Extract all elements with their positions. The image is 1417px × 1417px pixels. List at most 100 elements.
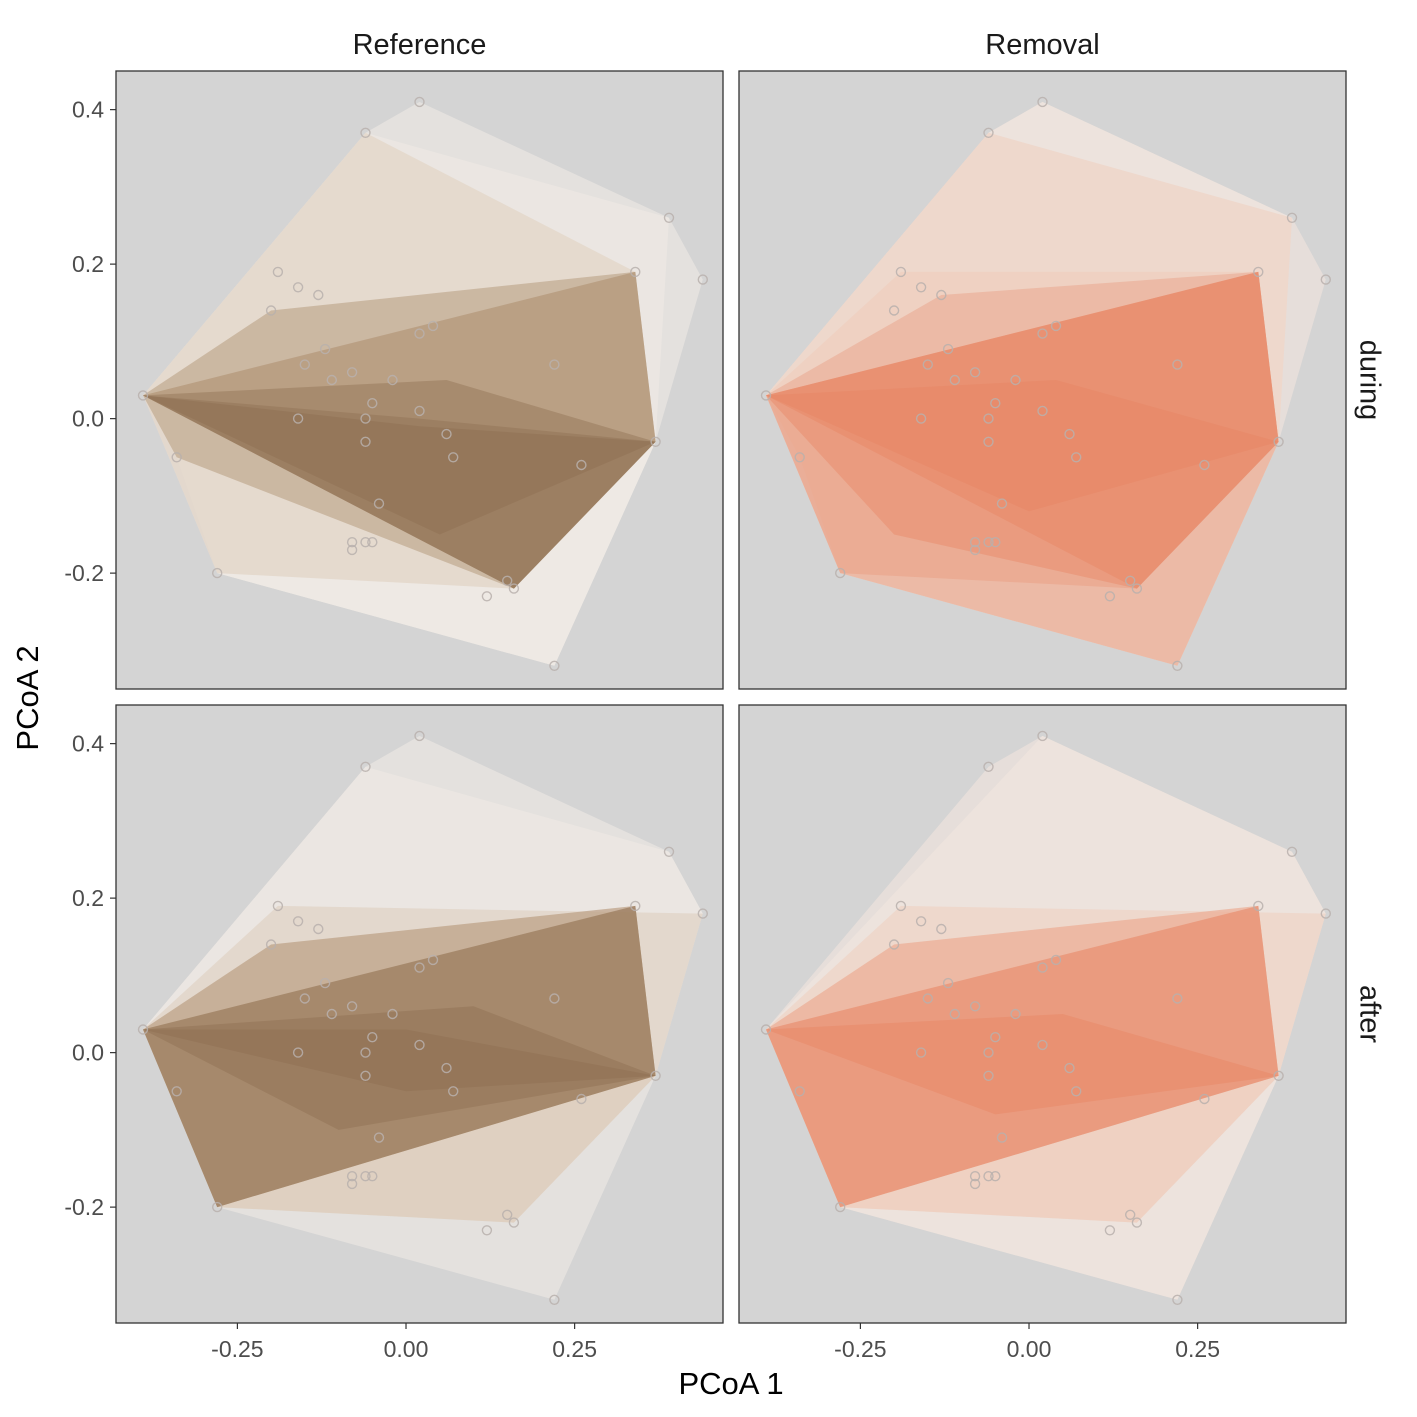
data-point [1320, 274, 1332, 285]
data-point [367, 537, 378, 548]
panel-border [738, 704, 1347, 1324]
data-point [1070, 1086, 1082, 1097]
data-point [360, 436, 371, 447]
data-point [697, 908, 708, 919]
data-point [272, 900, 284, 912]
data-point [1199, 459, 1210, 471]
points [760, 96, 1332, 671]
data-point [895, 266, 907, 278]
data-point [936, 289, 947, 301]
data-point [915, 916, 927, 927]
data-point [630, 900, 641, 912]
convex-hull [766, 271, 1279, 589]
data-point [1037, 328, 1048, 339]
convex-hull [143, 1006, 656, 1130]
convex-hull [143, 132, 656, 666]
data-point [414, 962, 425, 973]
data-point [1064, 1062, 1075, 1074]
data-point [663, 212, 675, 224]
data-point [1050, 320, 1062, 332]
data-point [969, 367, 981, 378]
x-tick-label: 0.25 [552, 1336, 597, 1362]
data-point [549, 660, 560, 671]
hulls [143, 101, 703, 666]
data-point [313, 923, 324, 935]
data-point [319, 977, 331, 989]
data-point [650, 436, 661, 447]
data-point [922, 359, 933, 370]
data-point [346, 1170, 358, 1182]
data-point [292, 916, 304, 927]
data-point [969, 1001, 981, 1012]
data-point [983, 436, 994, 447]
data-point [990, 1170, 1001, 1182]
data-point [949, 1008, 960, 1020]
data-point [1064, 428, 1075, 440]
convex-hull [766, 380, 1279, 512]
data-point [427, 954, 439, 966]
data-point [414, 730, 425, 742]
convex-hull [143, 101, 703, 666]
hulls [766, 101, 1326, 666]
convex-hull [143, 271, 656, 589]
data-point [650, 1070, 661, 1082]
data-point [983, 1070, 994, 1082]
data-point [760, 390, 772, 401]
data-point [990, 537, 1001, 548]
data-point [1199, 1093, 1210, 1105]
data-point [137, 390, 149, 401]
data-point [481, 591, 493, 602]
data-point [346, 367, 358, 378]
data-point [313, 289, 324, 301]
points [137, 96, 708, 671]
data-point [360, 1170, 371, 1182]
convex-hull [143, 905, 656, 1208]
convex-hull [143, 905, 703, 1223]
x-tick-label: 0.00 [1007, 1336, 1052, 1362]
data-point [360, 1070, 371, 1082]
data-point [414, 1039, 425, 1051]
convex-hull [143, 271, 656, 589]
convex-hull [143, 905, 656, 1223]
y-tick-label: 0.0 [72, 1040, 104, 1066]
data-point [895, 900, 907, 912]
data-point [360, 537, 371, 548]
x-tick-label: -0.25 [834, 1336, 886, 1362]
data-point [326, 1008, 337, 1020]
convex-hull [766, 1014, 1279, 1115]
data-point [1273, 1070, 1284, 1082]
data-point [448, 1086, 459, 1097]
data-point [373, 498, 385, 509]
data-point [1010, 1008, 1021, 1020]
convex-hull [143, 395, 656, 535]
convex-hull [766, 271, 1279, 589]
panel-border [115, 704, 724, 1324]
y-tick-label: 0.0 [72, 406, 104, 432]
data-point [1273, 436, 1284, 447]
data-point [346, 1178, 358, 1190]
data-point [990, 1031, 1001, 1043]
data-point [265, 939, 277, 950]
data-point [794, 1086, 805, 1097]
data-point [137, 1024, 149, 1035]
data-point [1070, 452, 1082, 463]
data-point [1286, 212, 1298, 224]
data-point [549, 1294, 560, 1306]
data-point [915, 1047, 927, 1058]
x-tick-label: 0.25 [1175, 1336, 1220, 1362]
convex-hull [143, 271, 656, 589]
data-point [211, 567, 223, 579]
data-point [576, 459, 587, 471]
convex-hull [143, 766, 703, 1223]
convex-hull [766, 905, 1279, 1223]
data-point [1037, 1039, 1048, 1051]
data-point [922, 993, 933, 1004]
row-strip-label: after [1353, 985, 1385, 1043]
y-tick-label: 0.2 [72, 251, 104, 277]
convex-hull [766, 735, 1326, 1300]
convex-hull [766, 905, 1279, 1208]
data-point [915, 282, 927, 293]
data-point [936, 923, 947, 935]
x-tick-label: -0.25 [211, 1336, 263, 1362]
data-point [427, 320, 439, 332]
